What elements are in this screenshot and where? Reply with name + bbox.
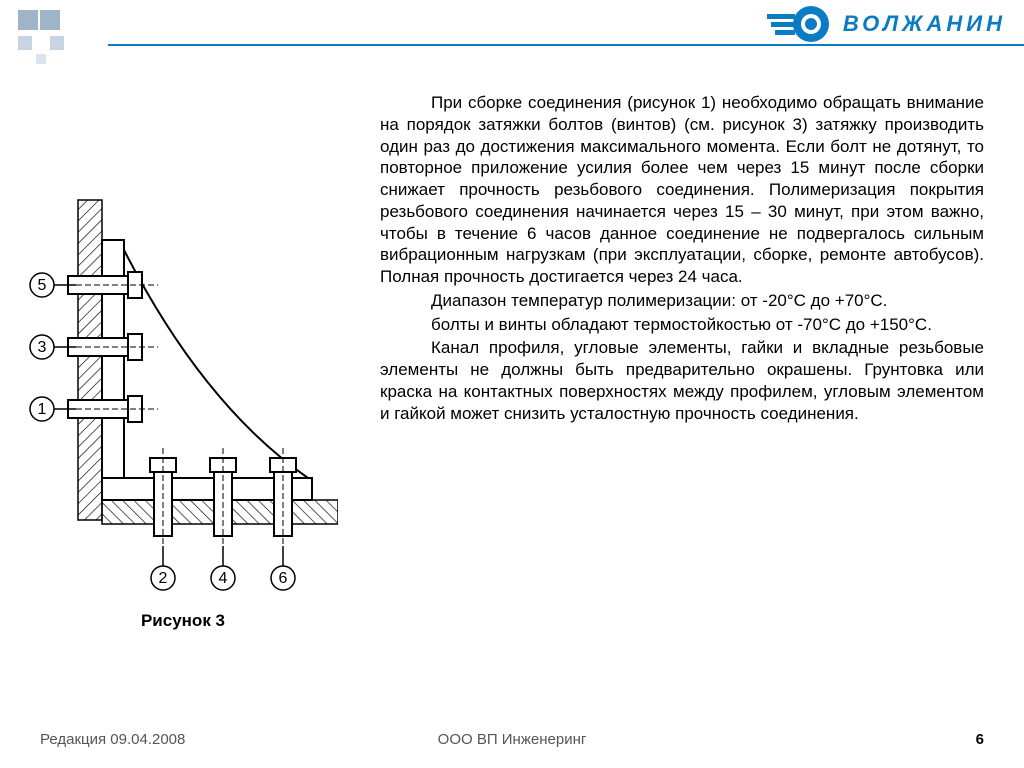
header-rule [108,44,1024,46]
figure-caption: Рисунок 3 [28,611,338,631]
bolt-pos-4 [210,448,236,550]
svg-text:2: 2 [159,570,168,587]
svg-text:5: 5 [38,277,47,294]
brand-block: ВОЛЖАНИН [767,6,1006,42]
paragraph-1: При сборке соединения (рисунок 1) необхо… [380,92,984,288]
footer-page: 6 [976,731,984,748]
bolt-pos-6 [270,448,296,550]
svg-text:6: 6 [279,570,288,587]
svg-text:4: 4 [219,570,228,587]
svg-text:1: 1 [38,401,47,418]
slide-root: ВОЛЖАНИН [0,0,1024,768]
figure-3-svg: 5 3 1 2 4 6 [28,180,338,600]
figure-3: 5 3 1 2 4 6 Рисунок 3 [28,180,338,631]
callout-4: 4 [211,546,235,590]
svg-text:3: 3 [38,339,47,356]
footer-company: ООО ВП Инженеринг [0,731,1024,748]
brand-logo-icon [767,6,831,42]
brand-name: ВОЛЖАНИН [843,11,1006,37]
paragraph-2: Диапазон температур полимеризации: от -2… [380,290,984,312]
callout-6: 6 [271,546,295,590]
body-text: При сборке соединения (рисунок 1) необхо… [380,92,984,426]
paragraph-4: Канал профиля, угловые элементы, гайки и… [380,337,984,424]
bolt-pos-2 [150,448,176,550]
callout-2: 2 [151,546,175,590]
paragraph-3: болты и винты обладают термостойкостью о… [380,314,984,336]
